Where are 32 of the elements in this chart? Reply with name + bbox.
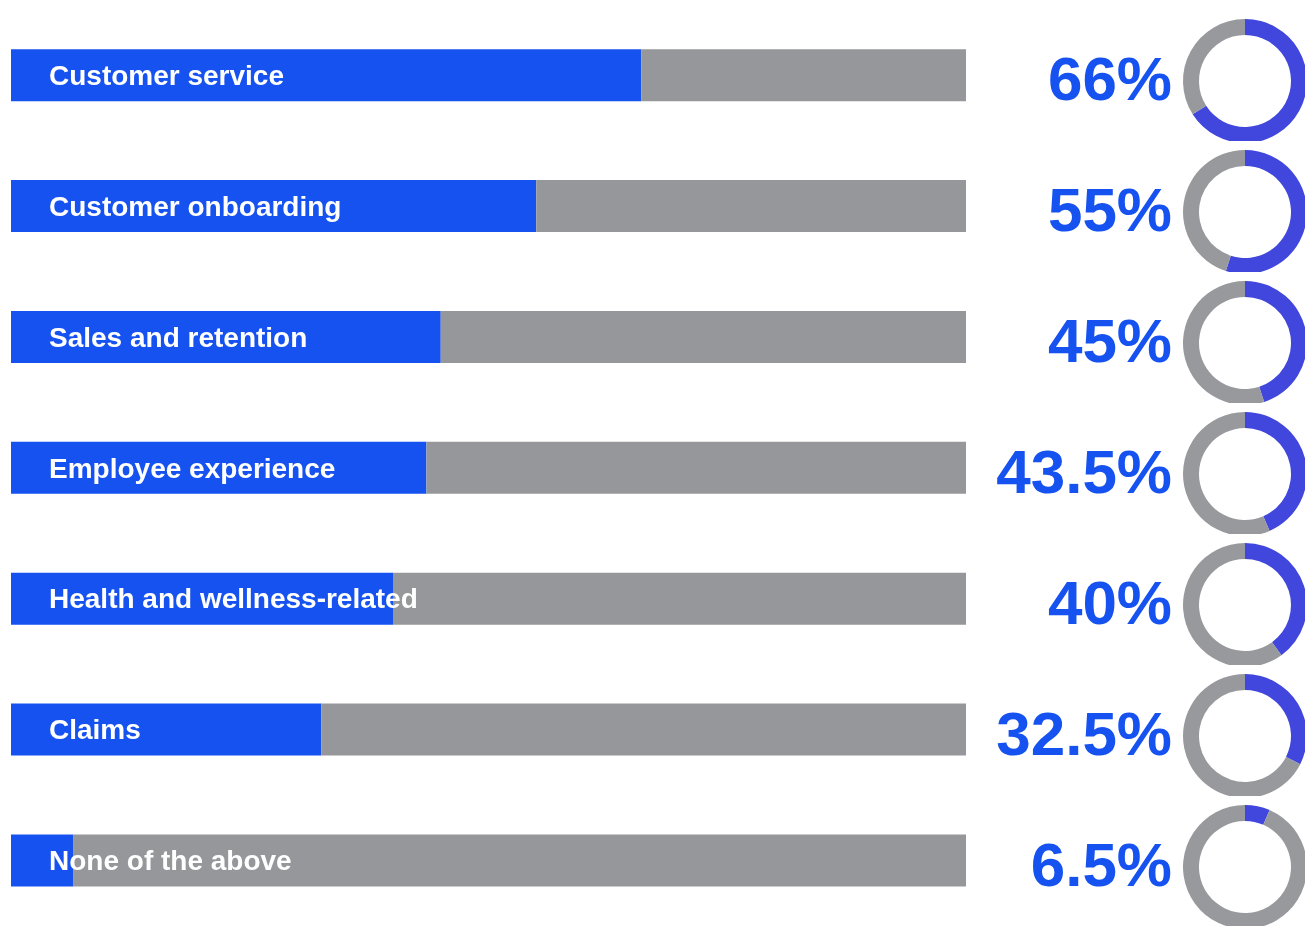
y-tick-label: Health and wellness-related — [49, 583, 418, 615]
y-tick-label: Sales and retention — [49, 321, 308, 353]
bar — [321, 703, 966, 756]
bar — [11, 703, 322, 756]
text: 45% — [1047, 305, 1172, 375]
donut-slice — [1183, 412, 1270, 534]
y-tick-label: Customer onboarding — [49, 190, 342, 222]
text: 66% — [1047, 43, 1172, 113]
bar — [536, 180, 966, 233]
donut-slice — [1245, 412, 1305, 531]
text: 32.5% — [996, 698, 1172, 768]
y-tick-label: Employee experience — [49, 452, 336, 484]
text: 6.5% — [1030, 829, 1172, 899]
donut-slice — [1183, 281, 1265, 404]
y-tick-label: Claims — [49, 714, 141, 746]
donut-slice — [1183, 804, 1305, 926]
text: 55% — [1047, 174, 1172, 244]
y-tick-label: Customer service — [49, 60, 285, 92]
donut-slice — [1183, 673, 1301, 796]
donut-slice — [1183, 150, 1245, 272]
donut-slice — [1245, 673, 1305, 764]
donut-slice — [1192, 19, 1305, 142]
donut-slice — [1225, 150, 1305, 273]
text: 40% — [1047, 567, 1172, 637]
donut-slice — [1183, 19, 1245, 115]
donut-slice — [1245, 804, 1270, 825]
bar — [426, 441, 966, 494]
text: 43.5% — [996, 436, 1172, 506]
bar — [641, 49, 966, 102]
bar — [440, 310, 966, 363]
bar — [11, 49, 642, 102]
donut-slice — [1245, 281, 1305, 403]
